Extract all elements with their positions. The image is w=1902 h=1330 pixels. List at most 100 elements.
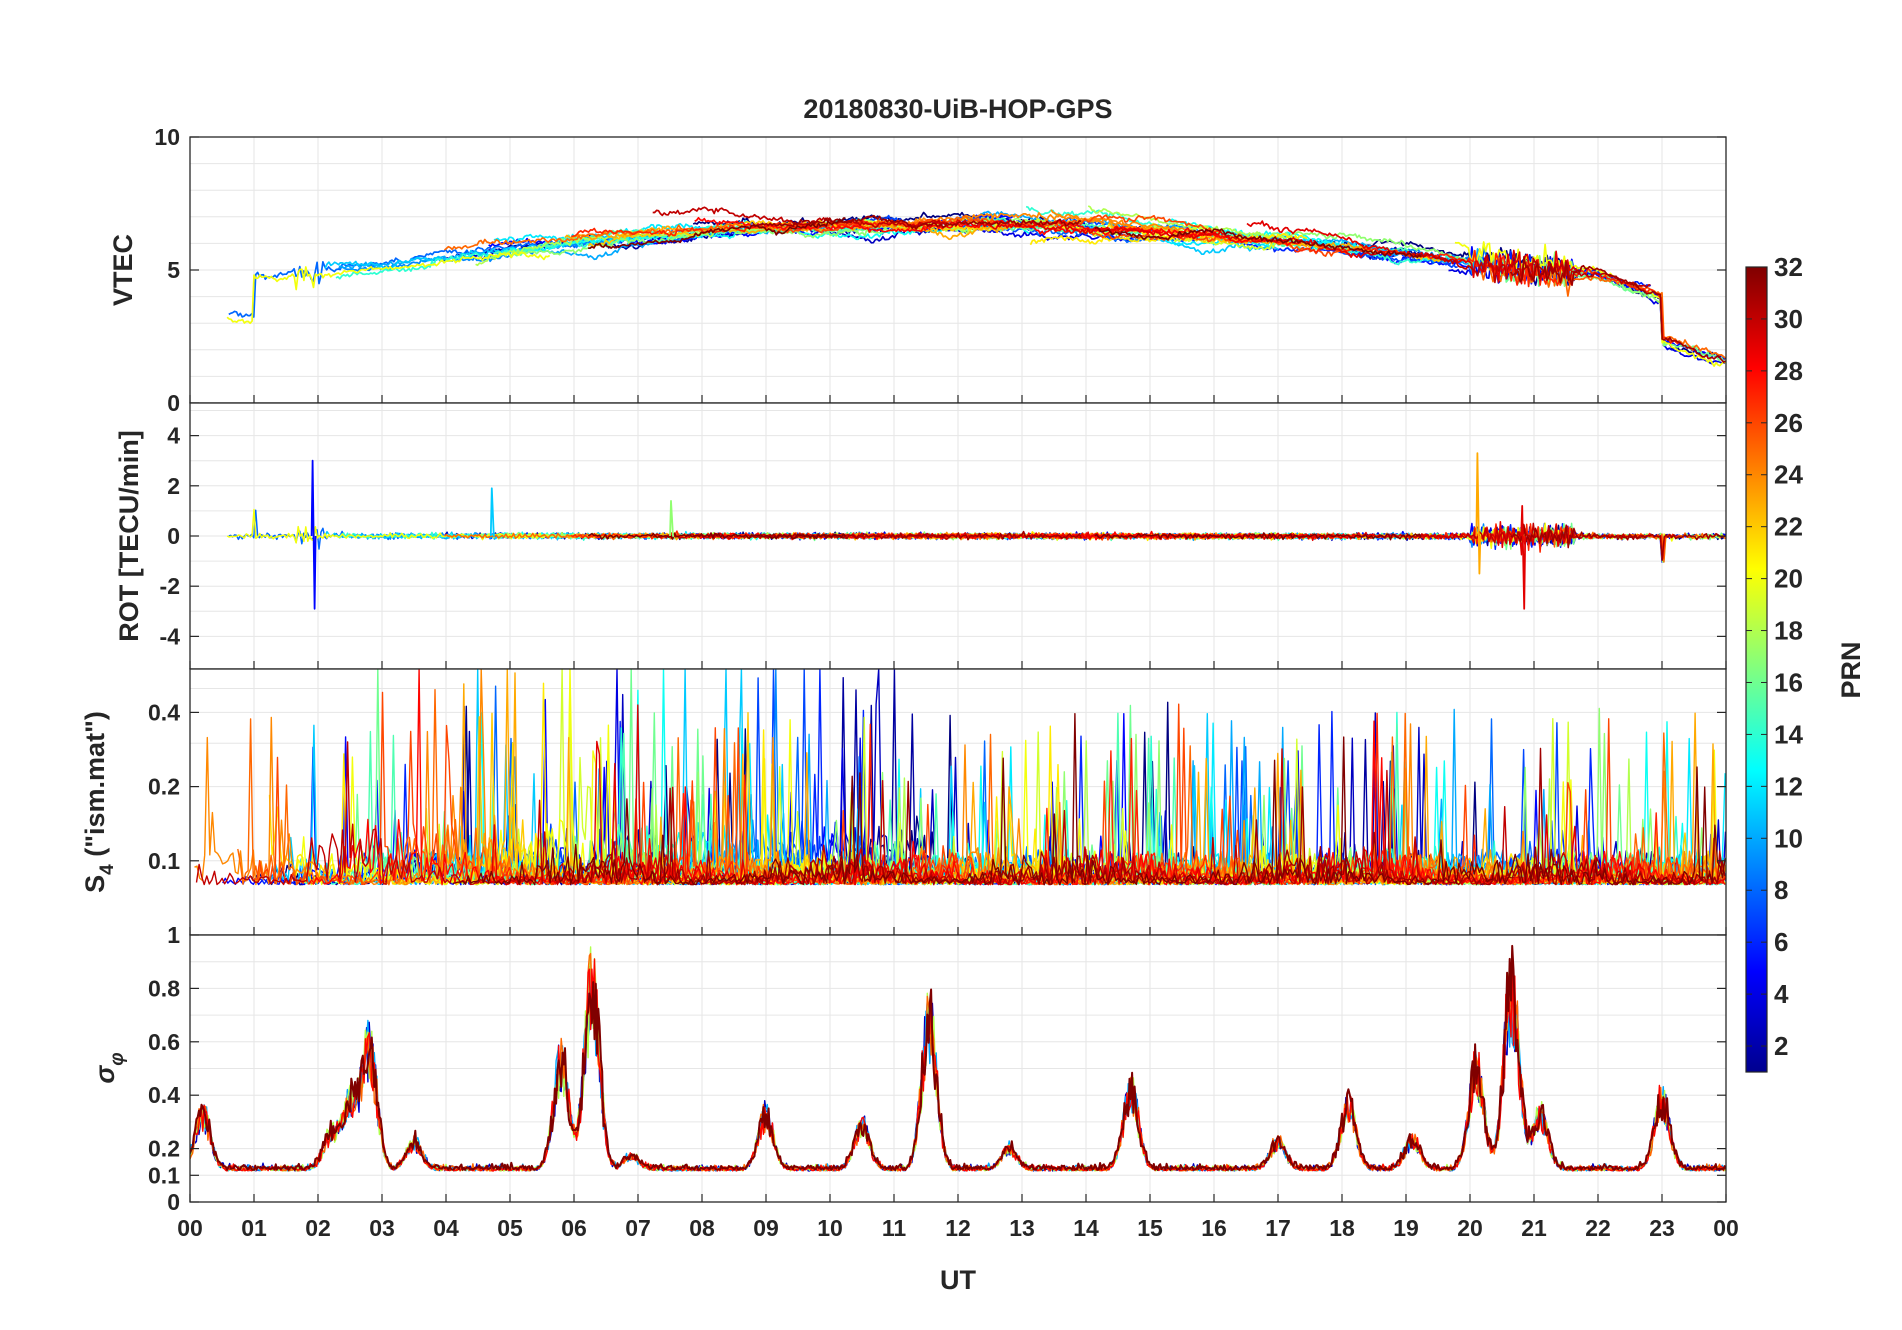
colorbar-tick-label: 22 — [1774, 512, 1803, 542]
y-tick-label: -4 — [160, 623, 181, 649]
x-tick-label: 16 — [1201, 1215, 1227, 1241]
rot-series-line — [752, 530, 1082, 541]
panel-s4-ylabel-sub: 4 — [97, 864, 118, 875]
rot-spike-line — [1475, 452, 1482, 575]
x-tick-label: 07 — [625, 1215, 651, 1241]
y-tick-label: 0 — [167, 523, 180, 549]
x-tick-label: 12 — [945, 1215, 971, 1241]
panel-s4-y-ticks: 0.1 0.2 0.4 — [148, 699, 1726, 874]
panel-sigma-phi-ylabel-sub: φ — [107, 1052, 128, 1065]
x-tick-label: 05 — [497, 1215, 523, 1241]
y-tick-label: 0.1 — [148, 848, 180, 874]
y-tick-label: -2 — [160, 573, 180, 599]
panel-sigma-phi-y-ticks: 00.10.2 0.4 0.6 0.8 1 — [148, 922, 1726, 1215]
colorbar-tick-label: 28 — [1774, 356, 1803, 386]
y-tick-label: 0 — [167, 1189, 180, 1215]
panel-sigma-phi: 00.10.2 0.4 0.6 0.8 1 σφ — [90, 922, 1727, 1215]
x-tick-label: 14 — [1073, 1215, 1099, 1241]
y-tick-label: 0.2 — [148, 1136, 180, 1162]
x-tick-label: 20 — [1457, 1215, 1483, 1241]
panel-vtec: 0 5 10 VTEC — [108, 124, 1727, 416]
s4-series-line — [452, 713, 1726, 886]
rot-series-line — [587, 532, 846, 540]
s4-series-line — [237, 689, 1726, 886]
x-tick-label: 21 — [1521, 1215, 1547, 1241]
vtec-series-line — [1054, 222, 1352, 257]
panel-sigma-phi-ylabel-main: σ — [90, 1065, 120, 1084]
x-tick-label: 02 — [305, 1215, 331, 1241]
rot-series-line — [1510, 524, 1726, 561]
y-tick-label: 2 — [167, 473, 180, 499]
colorbar-tick-label: 18 — [1774, 616, 1803, 646]
sigma-phi-series-line — [190, 944, 1726, 1171]
colorbar-tick-label: 26 — [1774, 408, 1803, 438]
colorbar-tick-label: 30 — [1774, 304, 1803, 334]
y-tick-label: 0.1 — [148, 1162, 180, 1188]
rot-series-line — [1094, 532, 1422, 541]
colorbar-tick-label: 20 — [1774, 564, 1803, 594]
colorbar-label: PRN — [1836, 641, 1866, 698]
y-tick-label: 0.4 — [148, 1082, 180, 1108]
colorbar-tick-label: 16 — [1774, 667, 1803, 697]
y-tick-label: 5 — [167, 257, 180, 283]
panel-sigma-phi-grid — [189, 935, 1727, 1202]
colorbar-gradient — [1746, 267, 1767, 1072]
x-tick-label: 01 — [241, 1215, 267, 1241]
x-tick-label: 23 — [1649, 1215, 1675, 1241]
rot-spike-line — [669, 499, 674, 537]
vtec-series-line — [652, 206, 949, 229]
colorbar-tick-label: 24 — [1774, 460, 1803, 490]
panel-vtec-grid — [189, 137, 1727, 403]
colorbar-tick-label: 32 — [1774, 252, 1803, 282]
vtec-series-line — [1509, 255, 1726, 364]
y-tick-label: 0.2 — [148, 774, 180, 800]
chart-title: 20180830-UiB-HOP-GPS — [803, 94, 1112, 124]
s4-series-line — [485, 712, 1726, 886]
y-tick-label: 1 — [167, 922, 180, 948]
x-tick-label: 08 — [689, 1215, 715, 1241]
x-tick-label: 22 — [1585, 1215, 1611, 1241]
vtec-series-line — [1454, 241, 1726, 367]
vtec-series-line — [1087, 205, 1291, 240]
rot-spike-line — [310, 459, 317, 610]
x-tick-label: 03 — [369, 1215, 395, 1241]
panel-rot-series — [226, 452, 1726, 610]
y-tick-label: 0 — [167, 390, 180, 416]
y-tick-label: 10 — [154, 124, 180, 150]
vtec-series-line — [324, 233, 651, 271]
colorbar-tick-label: 4 — [1774, 979, 1789, 1009]
y-tick-label: 0.6 — [148, 1029, 180, 1055]
vtec-series-line — [752, 214, 1082, 230]
x-tick-label: 00 — [177, 1215, 203, 1241]
vtec-series-line — [226, 251, 551, 325]
panel-s4-series — [194, 669, 1726, 886]
x-tick-label: 06 — [561, 1215, 587, 1241]
x-tick-label: 04 — [433, 1215, 459, 1241]
rot-spike-line — [1520, 504, 1527, 610]
x-axis-label: UT — [940, 1265, 976, 1295]
vtec-series-line — [1094, 226, 1422, 259]
panel-vtec-series — [226, 205, 1726, 367]
panel-sigma-phi-series — [190, 944, 1726, 1172]
colorbar-tick-label: 6 — [1774, 927, 1788, 957]
colorbar-tick-label: 8 — [1774, 875, 1788, 905]
x-tick-label: 18 — [1329, 1215, 1355, 1241]
panel-vtec-ylabel: VTEC — [108, 234, 138, 306]
colorbar-frame — [1745, 266, 1768, 1073]
panel-rot-ylabel: ROT [TECU/min] — [114, 430, 144, 641]
vtec-series-line — [1412, 252, 1651, 289]
x-tick-label: 17 — [1265, 1215, 1291, 1241]
panel-rot: -4 -2 0 2 4 ROT [TECU/min] — [114, 402, 1727, 670]
x-tick-label: 09 — [753, 1215, 779, 1241]
x-tick-label: 11 — [882, 1215, 907, 1241]
panel-rot-y-ticks: -4 -2 0 2 4 — [160, 423, 1726, 649]
panel-s4-ylabel-main: S — [80, 875, 110, 893]
x-tick-label: 00 — [1713, 1215, 1739, 1241]
rot-spike-line — [489, 487, 495, 537]
panel-vtec-y-ticks: 0 5 10 — [154, 124, 1726, 416]
colorbar-tick-label: 10 — [1774, 823, 1803, 853]
vtec-series-line — [1165, 235, 1359, 251]
